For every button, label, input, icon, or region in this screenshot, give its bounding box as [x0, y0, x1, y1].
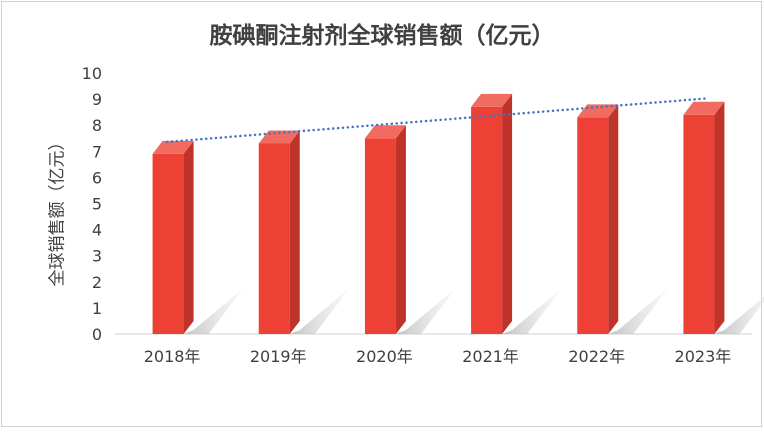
y-tick-label: 4	[92, 221, 102, 240]
y-tick-label: 2	[92, 273, 102, 292]
x-tick-label: 2022年	[568, 347, 625, 366]
bar	[364, 138, 396, 334]
bar-shadow	[289, 288, 350, 334]
bar-side	[183, 140, 194, 334]
bar-shadow	[502, 288, 563, 334]
x-tick-label: 2020年	[356, 347, 413, 366]
bar	[683, 114, 715, 334]
y-tick-label: 8	[92, 116, 102, 135]
bar-top	[364, 125, 406, 139]
bar-side	[608, 104, 619, 335]
y-tick-label: 6	[92, 168, 102, 187]
bar-top	[152, 140, 194, 154]
bar-side	[289, 130, 300, 334]
bar-side	[714, 101, 725, 334]
y-tick-label: 10	[82, 64, 102, 83]
chart-title: 胺碘酮注射剂全球销售额（亿元）	[209, 23, 555, 49]
x-tick-label: 2019年	[250, 347, 307, 366]
bar-shadow	[183, 288, 244, 334]
bar	[152, 153, 184, 334]
y-tick-label: 0	[92, 325, 102, 344]
y-tick-label: 9	[92, 90, 102, 109]
x-tick-label: 2021年	[462, 347, 519, 366]
bar	[471, 106, 503, 335]
bar	[577, 117, 609, 335]
y-tick-label: 7	[92, 142, 102, 161]
bar-side	[502, 93, 513, 335]
x-tick-label: 2018年	[144, 347, 201, 366]
x-tick-label: 2023年	[675, 347, 732, 366]
bar	[258, 143, 290, 334]
bar-side	[395, 125, 406, 334]
bar-top	[471, 93, 513, 107]
bar-shadow	[714, 296, 764, 334]
y-tick-label: 3	[92, 247, 102, 266]
bar-shadow	[395, 288, 456, 334]
bar-top	[683, 101, 725, 115]
trendline	[165, 97, 710, 144]
y-tick-label: 1	[92, 299, 102, 318]
bar-shadow	[608, 288, 669, 334]
y-tick-label: 5	[92, 195, 102, 214]
